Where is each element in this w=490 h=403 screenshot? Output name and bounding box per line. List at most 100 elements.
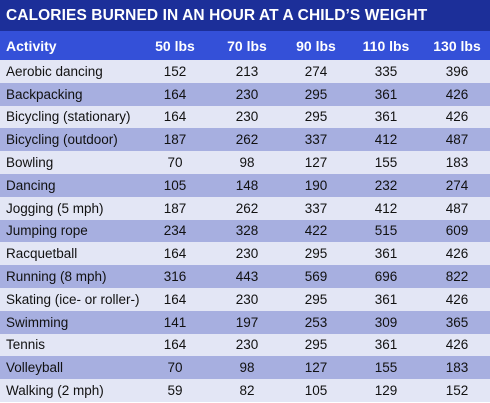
calorie-value-cell: 129 (374, 383, 398, 399)
header-50-lbs: 50 lbs (155, 37, 195, 54)
calorie-value-cell: 230 (235, 246, 259, 262)
calorie-value-cell: 164 (163, 109, 187, 125)
calorie-value-cell: 105 (304, 383, 328, 399)
activity-cell: Walking (2 mph) (6, 383, 104, 399)
calorie-value-cell: 105 (163, 177, 187, 193)
calorie-value-cell: 487 (445, 132, 469, 148)
calorie-value-cell: 328 (235, 223, 259, 239)
calorie-value-cell: 569 (304, 269, 328, 285)
table-title: CALORIES BURNED IN AN HOUR AT A CHILD’S … (0, 0, 490, 31)
calorie-value-cell: 232 (374, 177, 398, 193)
calorie-value-cell: 164 (163, 86, 187, 102)
calorie-value-cell: 443 (235, 269, 259, 285)
table-row: Aerobic dancing 152 213 274 335 396 (0, 60, 490, 83)
calorie-value-cell: 230 (235, 109, 259, 125)
calorie-value-cell: 152 (163, 63, 187, 79)
calorie-value-cell: 190 (304, 177, 328, 193)
calorie-value-cell: 274 (445, 177, 469, 193)
calorie-value-cell: 141 (163, 314, 187, 330)
activity-cell: Jumping rope (6, 223, 88, 239)
calorie-value-cell: 361 (374, 291, 398, 307)
table-row: Jumping rope 234 328 422 515 609 (0, 219, 490, 243)
calorie-value-cell: 295 (304, 246, 328, 262)
calorie-value-cell: 164 (163, 337, 187, 353)
table-row: Backpacking 164 230 295 361 426 (0, 82, 490, 106)
calorie-value-cell: 426 (445, 109, 469, 125)
calorie-value-cell: 230 (235, 86, 259, 102)
calorie-value-cell: 422 (304, 223, 328, 239)
calorie-value-cell: 426 (445, 86, 469, 102)
table-row: Dancing 105 148 190 232 274 (0, 174, 490, 197)
calorie-value-cell: 295 (304, 291, 328, 307)
calorie-value-cell: 822 (445, 269, 469, 285)
calorie-value-cell: 127 (304, 360, 328, 376)
calorie-value-cell: 361 (374, 337, 398, 353)
calorie-value-cell: 82 (239, 383, 255, 399)
calorie-value-cell: 515 (374, 223, 398, 239)
activity-cell: Aerobic dancing (6, 63, 103, 79)
calorie-value-cell: 152 (445, 383, 469, 399)
activity-cell: Skating (ice- or roller-) (6, 291, 140, 307)
activity-cell: Running (8 mph) (6, 269, 107, 285)
calorie-value-cell: 98 (239, 360, 255, 376)
calorie-value-cell: 487 (445, 200, 469, 216)
header-110-lbs: 110 lbs (362, 37, 410, 54)
calorie-value-cell: 426 (445, 291, 469, 307)
table-row: Walking (2 mph) 59 82 105 129 152 (0, 379, 490, 402)
activity-cell: Jogging (5 mph) (6, 200, 104, 216)
calorie-value-cell: 426 (445, 246, 469, 262)
calorie-value-cell: 70 (167, 155, 183, 171)
calorie-value-cell: 426 (445, 337, 469, 353)
calorie-value-cell: 187 (163, 200, 187, 216)
calorie-value-cell: 187 (163, 132, 187, 148)
header-130-lbs: 130 lbs (433, 37, 481, 54)
activity-cell: Backpacking (6, 86, 83, 102)
activity-cell: Bicycling (stationary) (6, 109, 131, 125)
calorie-value-cell: 337 (304, 132, 328, 148)
calorie-value-cell: 59 (167, 383, 183, 399)
calorie-value-cell: 361 (374, 86, 398, 102)
activity-cell: Bicycling (outdoor) (6, 132, 118, 148)
table-row: Swimming 141 197 253 309 365 (0, 310, 490, 334)
calorie-value-cell: 164 (163, 246, 187, 262)
table-row: Racquetball 164 230 295 361 426 (0, 242, 490, 266)
calorie-value-cell: 230 (235, 291, 259, 307)
calorie-value-cell: 148 (235, 177, 259, 193)
table-row: Volleyball 70 98 127 155 183 (0, 356, 490, 380)
calorie-value-cell: 412 (374, 200, 398, 216)
calorie-value-cell: 335 (374, 63, 398, 79)
table-header-row: Activity 50 lbs 70 lbs 90 lbs 110 lbs 13… (0, 31, 490, 60)
calorie-value-cell: 274 (304, 63, 328, 79)
calorie-value-cell: 295 (304, 109, 328, 125)
calorie-value-cell: 396 (445, 63, 469, 79)
header-70-lbs: 70 lbs (227, 37, 267, 54)
table-row: Bicycling (outdoor) 187 262 337 412 487 (0, 128, 490, 152)
header-90-lbs: 90 lbs (296, 37, 336, 54)
calorie-value-cell: 309 (374, 314, 398, 330)
calorie-value-cell: 234 (163, 223, 187, 239)
calorie-value-cell: 365 (445, 314, 469, 330)
calorie-value-cell: 197 (235, 314, 259, 330)
table-row: Skating (ice- or roller-) 164 230 295 361 426 (0, 288, 490, 311)
table-row: Tennis 164 230 295 361 426 (0, 333, 490, 357)
activity-cell: Volleyball (6, 360, 64, 376)
calorie-value-cell: 412 (374, 132, 398, 148)
calorie-value-cell: 127 (304, 155, 328, 171)
activity-cell: Tennis (6, 337, 46, 353)
calorie-value-cell: 696 (374, 269, 398, 285)
table-row: Bowling 70 98 127 155 183 (0, 151, 490, 174)
calorie-value-cell: 609 (445, 223, 469, 239)
calorie-value-cell: 155 (374, 155, 398, 171)
calorie-value-cell: 262 (235, 132, 259, 148)
table-row: Running (8 mph) 316 443 569 696 822 (0, 265, 490, 288)
calorie-value-cell: 183 (445, 360, 469, 376)
calorie-value-cell: 361 (374, 246, 398, 262)
calorie-value-cell: 295 (304, 337, 328, 353)
activity-cell: Swimming (6, 314, 69, 330)
calorie-value-cell: 337 (304, 200, 328, 216)
calorie-value-cell: 98 (239, 155, 255, 171)
calorie-value-cell: 155 (374, 360, 398, 376)
table-row: Bicycling (stationary) 164 230 295 361 426 (0, 105, 490, 129)
calorie-value-cell: 213 (235, 63, 259, 79)
